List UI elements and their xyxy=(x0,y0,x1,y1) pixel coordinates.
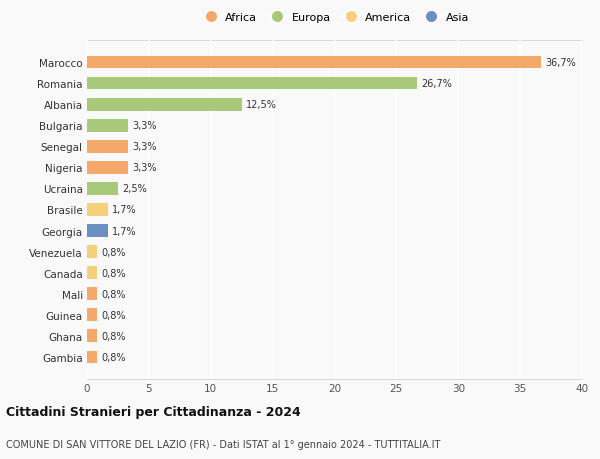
Text: COMUNE DI SAN VITTORE DEL LAZIO (FR) - Dati ISTAT al 1° gennaio 2024 - TUTTITALI: COMUNE DI SAN VITTORE DEL LAZIO (FR) - D… xyxy=(6,440,440,449)
Bar xyxy=(87,267,97,280)
Text: 2,5%: 2,5% xyxy=(122,184,147,194)
Text: 0,8%: 0,8% xyxy=(101,289,126,299)
Bar xyxy=(87,99,242,111)
Bar xyxy=(87,246,97,258)
Legend: Africa, Europa, America, Asia: Africa, Europa, America, Asia xyxy=(196,10,473,26)
Bar xyxy=(87,162,128,174)
Bar xyxy=(87,351,97,364)
Text: 0,8%: 0,8% xyxy=(101,268,126,278)
Text: 3,3%: 3,3% xyxy=(132,163,157,173)
Text: 3,3%: 3,3% xyxy=(132,142,157,152)
Bar xyxy=(87,225,108,237)
Text: Cittadini Stranieri per Cittadinanza - 2024: Cittadini Stranieri per Cittadinanza - 2… xyxy=(6,405,301,419)
Bar xyxy=(87,56,541,69)
Text: 1,7%: 1,7% xyxy=(112,205,137,215)
Text: 3,3%: 3,3% xyxy=(132,121,157,131)
Text: 36,7%: 36,7% xyxy=(545,58,576,68)
Bar xyxy=(87,309,97,321)
Bar xyxy=(87,183,118,195)
Text: 0,8%: 0,8% xyxy=(101,310,126,320)
Bar xyxy=(87,78,418,90)
Text: 12,5%: 12,5% xyxy=(246,100,277,110)
Bar xyxy=(87,204,108,216)
Bar xyxy=(87,330,97,342)
Bar xyxy=(87,140,128,153)
Text: 0,8%: 0,8% xyxy=(101,352,126,362)
Text: 0,8%: 0,8% xyxy=(101,331,126,341)
Text: 1,7%: 1,7% xyxy=(112,226,137,236)
Text: 26,7%: 26,7% xyxy=(422,79,452,89)
Bar xyxy=(87,120,128,132)
Bar xyxy=(87,288,97,300)
Text: 0,8%: 0,8% xyxy=(101,247,126,257)
